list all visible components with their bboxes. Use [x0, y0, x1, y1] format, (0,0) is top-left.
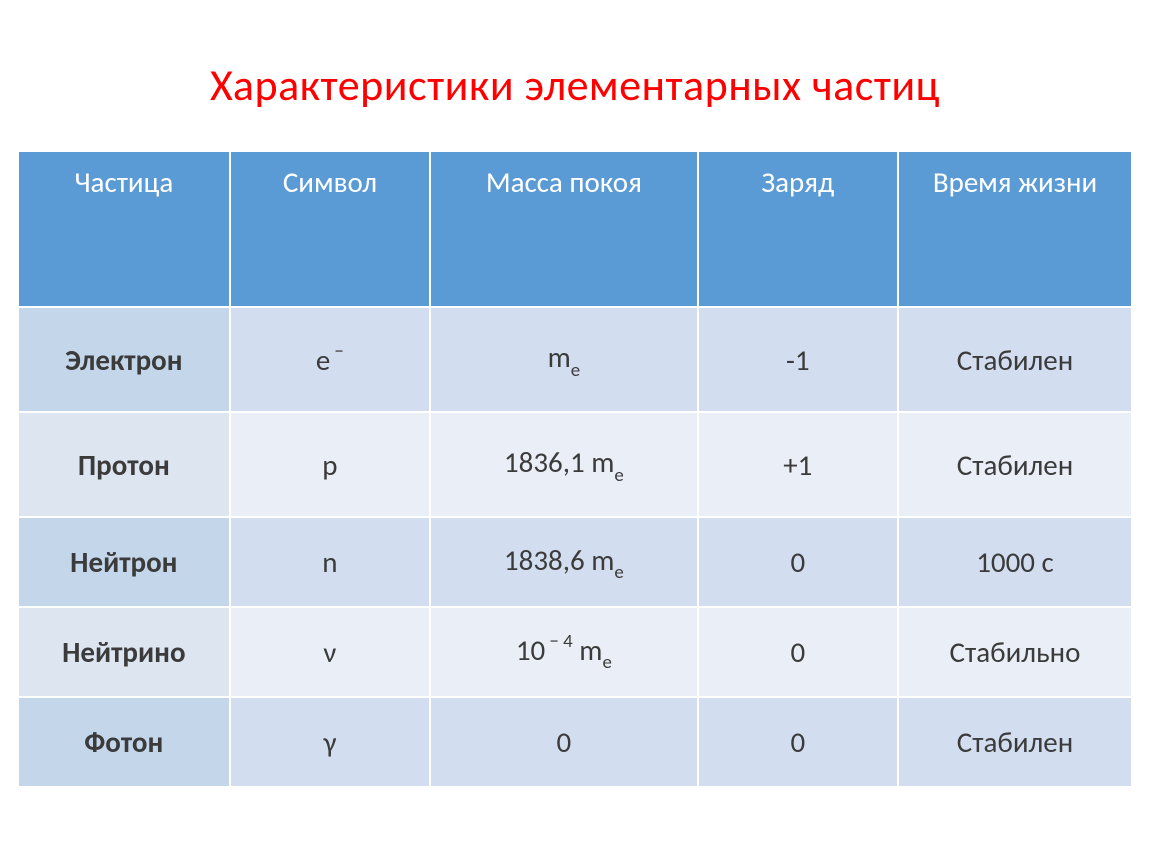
particle-symbol: ν	[230, 607, 431, 697]
particle-charge: +1	[698, 412, 899, 517]
mass-subscript: e	[614, 464, 623, 487]
symbol-base: p	[322, 447, 337, 483]
mass-base: m	[591, 542, 614, 578]
mass-prefix: 10	[516, 632, 545, 668]
particle-name: Нейтрон	[18, 517, 230, 607]
table-row: Нейтриноν10 − 4 me0Стабильно	[18, 607, 1132, 697]
particles-table: ЧастицаСимволМасса покояЗарядВремя жизни…	[17, 150, 1133, 788]
particle-mass: 1836,1 me	[430, 412, 697, 517]
symbol-base: n	[322, 544, 337, 580]
particle-name: Электрон	[18, 307, 230, 412]
particle-lifetime: Стабилен	[898, 307, 1132, 412]
particle-mass: me	[430, 307, 697, 412]
particle-name: Фотон	[18, 697, 230, 787]
mass-prefix: 1836,1	[504, 444, 591, 480]
table-body: Электронe −me-1СтабиленПротонp1836,1 me+…	[18, 307, 1132, 787]
particle-mass: 1838,6 me	[430, 517, 697, 607]
mass-subscript: e	[571, 359, 580, 382]
table-row: Нейтронn1838,6 me01000 с	[18, 517, 1132, 607]
particle-lifetime: Стабильно	[898, 607, 1132, 697]
particle-symbol: e −	[230, 307, 431, 412]
particle-charge: 0	[698, 697, 899, 787]
mass-superscript: − 4	[545, 630, 572, 653]
mass-subscript: e	[602, 651, 611, 674]
mass-base: m	[573, 632, 603, 668]
symbol-base: ν	[323, 634, 336, 670]
slide-title: Характеристики элементарных частиц	[0, 58, 1150, 112]
particle-mass: 10 − 4 me	[430, 607, 697, 697]
column-header: Символ	[230, 151, 431, 307]
mass-prefix: 0	[557, 724, 572, 760]
particle-lifetime: Стабилен	[898, 697, 1132, 787]
particle-lifetime: 1000 с	[898, 517, 1132, 607]
particle-name: Нейтрино	[18, 607, 230, 697]
symbol-base: γ	[323, 724, 336, 760]
table-container: ЧастицаСимволМасса покояЗарядВремя жизни…	[0, 150, 1150, 788]
column-header: Заряд	[698, 151, 899, 307]
column-header: Время жизни	[898, 151, 1132, 307]
mass-base: m	[548, 339, 571, 375]
column-header: Масса покоя	[430, 151, 697, 307]
mass-base: m	[591, 444, 614, 480]
particle-charge: -1	[698, 307, 899, 412]
table-row: Электронe −me-1Стабилен	[18, 307, 1132, 412]
table-row: Протонp1836,1 me+1Стабилен	[18, 412, 1132, 517]
particle-lifetime: Стабилен	[898, 412, 1132, 517]
symbol-superscript: −	[330, 340, 344, 363]
particle-charge: 0	[698, 607, 899, 697]
column-header: Частица	[18, 151, 230, 307]
particle-symbol: n	[230, 517, 431, 607]
mass-prefix: 1838,6	[504, 542, 591, 578]
particle-charge: 0	[698, 517, 899, 607]
symbol-base: e	[316, 342, 330, 378]
table-head: ЧастицаСимволМасса покояЗарядВремя жизни	[18, 151, 1132, 307]
particle-name: Протон	[18, 412, 230, 517]
mass-subscript: e	[614, 561, 623, 584]
slide: Характеристики элементарных частиц Части…	[0, 0, 1150, 864]
particle-mass: 0	[430, 697, 697, 787]
particle-symbol: p	[230, 412, 431, 517]
table-row: Фотонγ00Стабилен	[18, 697, 1132, 787]
table-header-row: ЧастицаСимволМасса покояЗарядВремя жизни	[18, 151, 1132, 307]
particle-symbol: γ	[230, 697, 431, 787]
